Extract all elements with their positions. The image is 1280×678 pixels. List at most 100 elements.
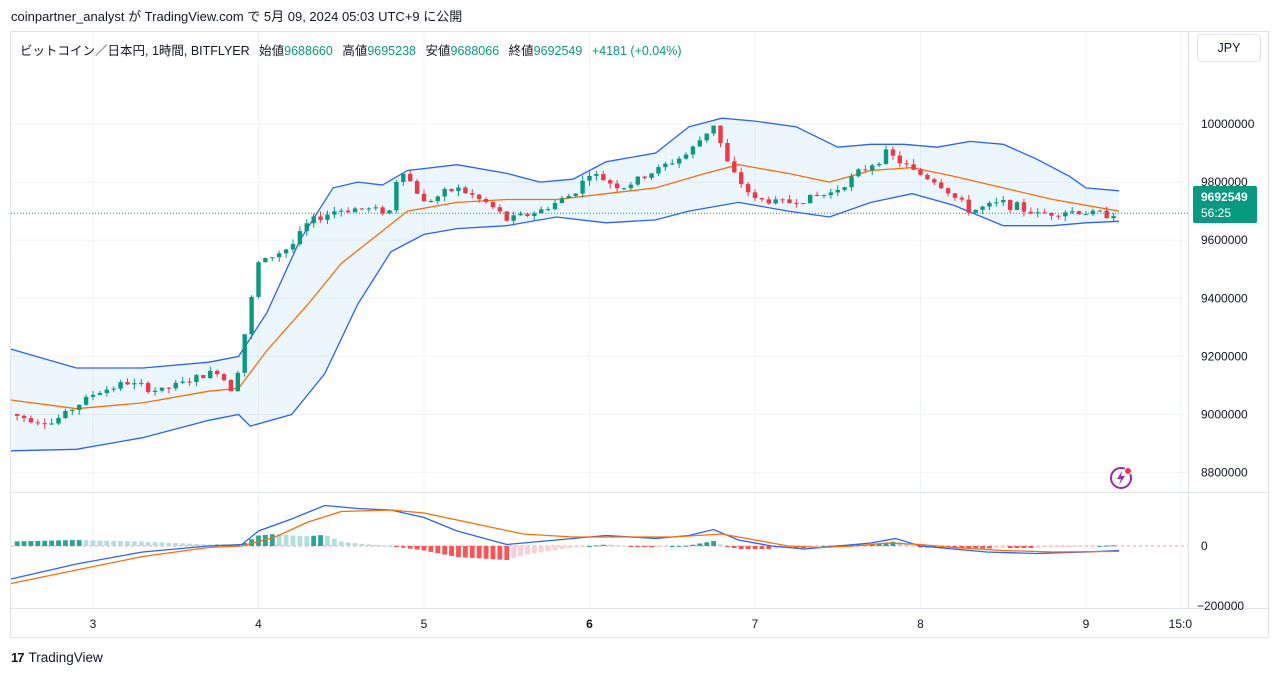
- candle-body: [318, 216, 323, 220]
- histogram-bar: [69, 540, 75, 546]
- histogram-bar: [414, 546, 420, 550]
- time-tick-label: 15:0: [1169, 617, 1193, 631]
- histogram-bar: [338, 541, 344, 546]
- histogram-bar: [690, 544, 696, 546]
- histogram-bar: [993, 546, 999, 549]
- histogram-bar: [911, 545, 917, 547]
- candle-body: [428, 201, 434, 203]
- candle-body: [256, 262, 261, 297]
- histogram-bar: [759, 546, 765, 549]
- histogram-bar: [1097, 545, 1103, 547]
- histogram-bar: [676, 545, 682, 547]
- candle-body: [628, 184, 634, 189]
- candle-body: [994, 202, 999, 204]
- candle-body: [773, 199, 778, 204]
- candle-body: [463, 187, 468, 194]
- price-tick-label: 9800000: [1201, 175, 1248, 189]
- candle-body: [670, 163, 675, 165]
- histogram-bar: [345, 542, 351, 546]
- candle-body: [449, 188, 454, 192]
- candle-body: [511, 215, 516, 221]
- histogram-bar: [325, 535, 330, 546]
- candle-body: [952, 193, 958, 198]
- histogram-bar: [187, 543, 192, 546]
- close-value: 9692549: [533, 44, 583, 58]
- candle-body: [801, 203, 806, 205]
- candle-body: [1104, 210, 1109, 219]
- histogram-bar: [738, 546, 744, 549]
- histogram-bar: [587, 546, 592, 547]
- candle-body: [911, 164, 916, 170]
- histogram-bar: [1028, 546, 1034, 548]
- histogram-bar: [97, 540, 103, 546]
- candle-body: [607, 180, 613, 184]
- candle-body: [621, 188, 627, 190]
- histogram-bar: [821, 545, 827, 547]
- candle-body: [1001, 199, 1006, 203]
- candle-body: [21, 415, 27, 419]
- last-price-value: 9692549: [1201, 190, 1248, 204]
- candle-body: [235, 372, 241, 392]
- indicator-tick-label: 0: [1201, 539, 1208, 553]
- lightning-icon[interactable]: [1108, 465, 1134, 491]
- histogram-bar: [600, 544, 606, 546]
- candle-body: [159, 387, 165, 391]
- histogram-bar: [497, 546, 503, 560]
- histogram-bar: [573, 546, 579, 548]
- candle-body: [856, 169, 861, 177]
- candle-body: [1070, 211, 1075, 213]
- candle-body: [49, 423, 54, 425]
- chart-frame[interactable]: [10, 31, 1269, 638]
- candle-body: [194, 375, 199, 383]
- histogram-bar: [145, 541, 151, 546]
- candle-body: [890, 149, 896, 156]
- candle-body: [1083, 214, 1089, 216]
- histogram-bar: [318, 535, 323, 546]
- histogram-bar: [525, 546, 530, 555]
- candle-body: [125, 382, 130, 385]
- histogram-bar: [918, 546, 923, 548]
- candle-body: [311, 216, 316, 224]
- histogram-bar: [111, 540, 117, 546]
- candle-body: [352, 208, 358, 213]
- candle-body: [870, 165, 875, 171]
- candle-body: [290, 244, 296, 250]
- candle-body: [566, 195, 572, 199]
- gridlines: [11, 32, 1268, 609]
- candle-body: [1056, 215, 1061, 217]
- histogram-bar: [159, 542, 165, 546]
- histogram-bar: [14, 541, 20, 546]
- candle-body: [559, 198, 565, 204]
- candle-body: [456, 187, 461, 192]
- candle-body: [414, 181, 420, 194]
- histogram-bar: [552, 546, 558, 551]
- histogram-bar: [331, 538, 337, 546]
- histogram-bar: [952, 546, 958, 548]
- footer-brand-label: TradingView: [28, 650, 103, 665]
- bollinger-upper-line: [10, 117, 1120, 369]
- candle-body: [56, 418, 61, 424]
- bollinger-bands: [10, 117, 1120, 452]
- histogram-bar: [876, 543, 882, 546]
- histogram-bar: [290, 535, 296, 546]
- histogram-bar: [49, 540, 55, 546]
- histogram-bar: [42, 540, 48, 546]
- candle-body: [807, 194, 813, 204]
- candle-body: [470, 193, 475, 195]
- histogram-bar: [421, 546, 427, 551]
- price-tick-label: 9200000: [1201, 349, 1248, 363]
- histogram-bar: [152, 542, 158, 546]
- candle-body: [483, 199, 489, 203]
- candle-body: [339, 210, 344, 212]
- histogram-bar: [35, 540, 41, 546]
- histogram-bar: [1090, 546, 1096, 547]
- candle-body: [980, 206, 985, 210]
- currency-button[interactable]: JPY: [1197, 34, 1261, 62]
- candle-body: [725, 143, 730, 162]
- candle-body: [1111, 216, 1116, 219]
- candle-body: [518, 213, 523, 216]
- candle-body: [304, 223, 309, 232]
- histogram-bar: [1069, 546, 1075, 547]
- histogram-bar: [607, 544, 613, 546]
